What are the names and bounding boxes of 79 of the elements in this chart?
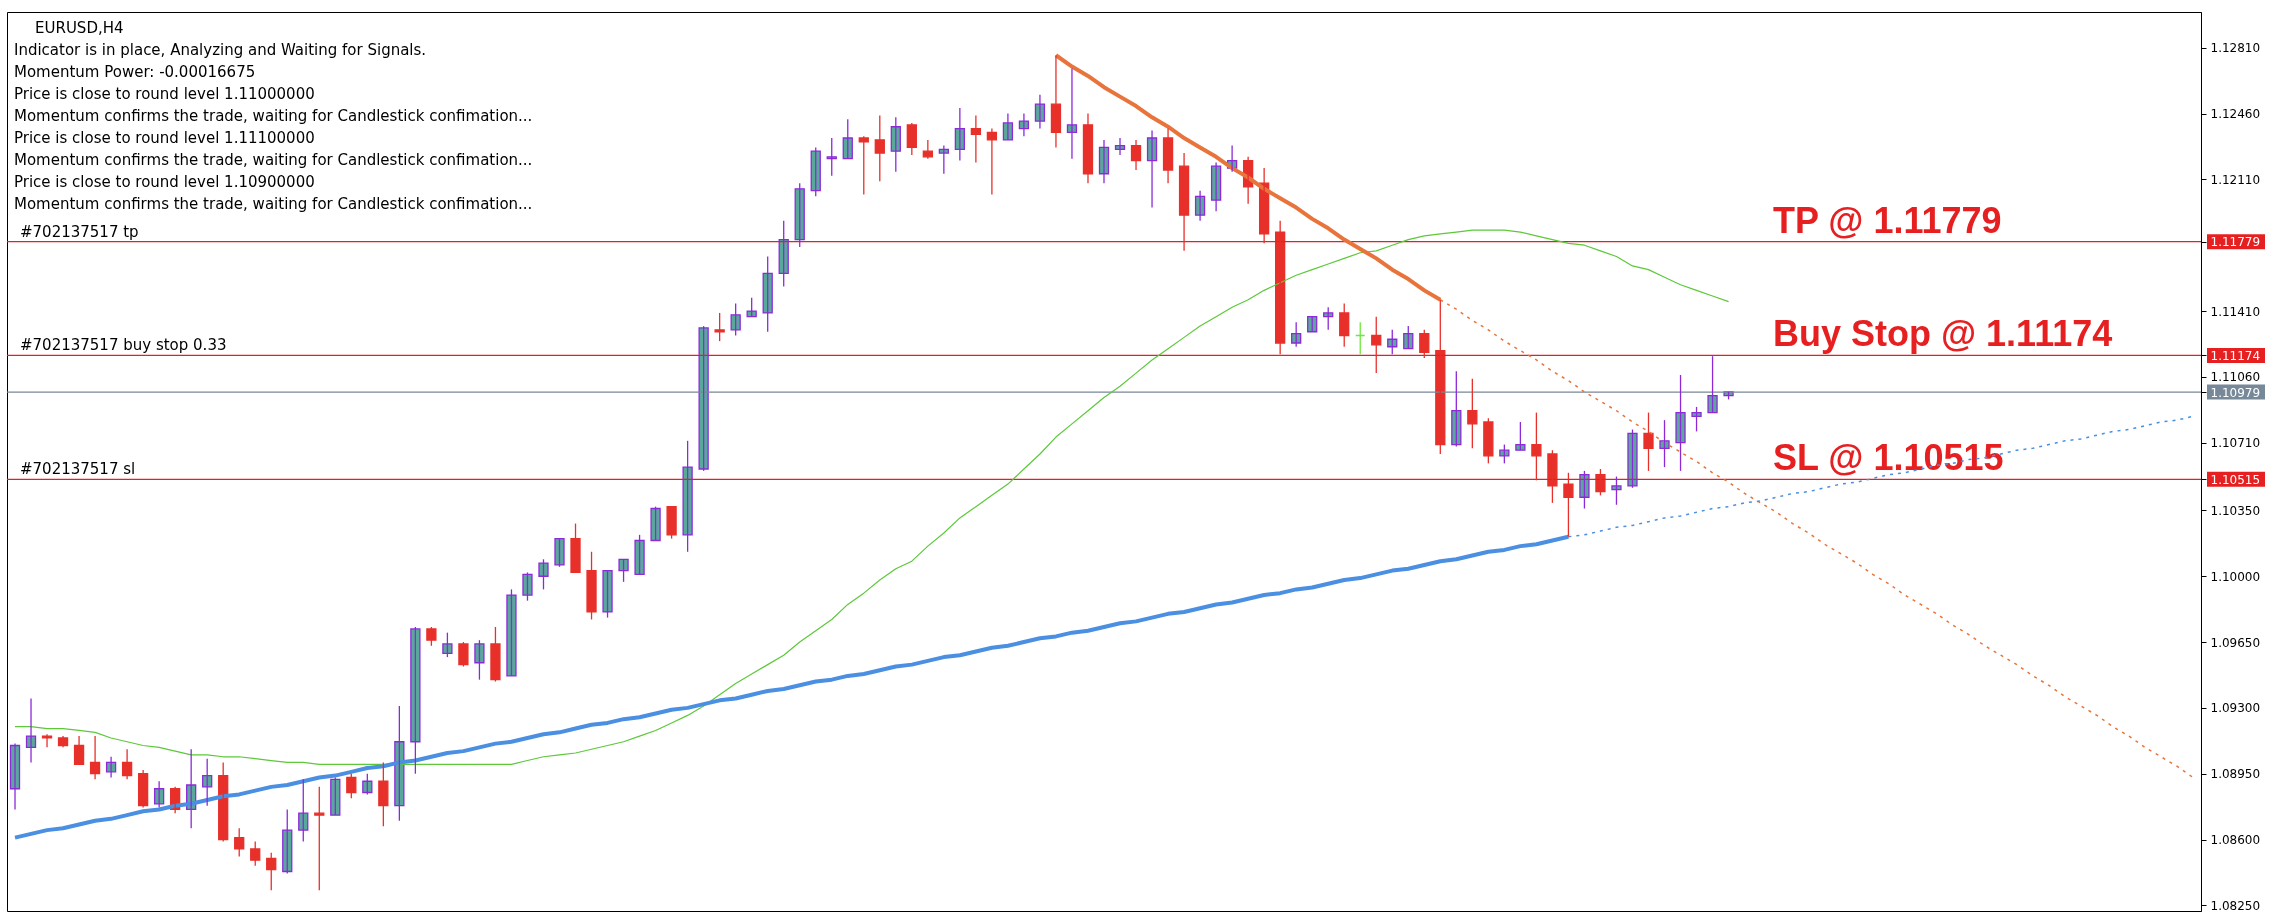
y-tick-label: 1.12460 [2210,107,2261,122]
y-tick-label: 1.10515 [2210,472,2261,487]
candlestick [506,588,517,677]
candlestick [394,705,405,822]
candlestick [250,840,261,867]
annotation: Indicator is in place, Analyzing and Waiting for Signals. [14,41,427,59]
candlestick [634,534,645,575]
annotation: Price is close to round level 1.10900000 [14,173,315,191]
candlestick [1707,355,1718,414]
candlestick [554,537,565,568]
y-tick-label: 1.10350 [2210,503,2261,518]
y-tick-label: 1.11410 [2210,304,2261,319]
candlestick [746,297,757,318]
annotation: TP @ 1.11779 [1773,199,2002,241]
candlestick [202,758,213,807]
candlestick [474,639,485,681]
annotation: Momentum Power: -0.00016675 [14,63,256,81]
candlestick [714,312,725,342]
candlestick [858,135,869,196]
annotation: SL @ 1.10515 [1773,437,2004,479]
candlestick [1643,411,1654,472]
y-tick-label: 1.09300 [2210,701,2261,716]
candlestick [1499,443,1510,465]
candlestick [1531,411,1542,481]
candlestick [1371,316,1382,374]
annotation: Momentum confirms the trade, waiting for Candlestick confimation... [14,151,533,169]
annotation: Buy Stop @ 1.11174 [1773,313,2113,355]
y-tick-label: 1.10710 [2210,436,2261,451]
candlestick [618,558,629,583]
y-tick-label: 1.09650 [2210,635,2261,650]
candlestick [1627,428,1638,489]
ref-line-label: #702137517 tp [20,222,139,241]
candlestick [490,626,501,683]
candlestick [442,632,453,658]
candlestick [1675,374,1686,472]
candlestick [666,505,677,540]
annotation: Price is close to round level 1.11100000 [14,129,315,147]
candlestick [426,626,437,647]
y-tick-label: 1.10000 [2210,569,2261,584]
y-tick-label: 1.08250 [2210,898,2261,913]
y-tick-label: 1.11060 [2210,370,2261,385]
candlestick [602,569,613,619]
annotation: Price is close to round level 1.11000000 [14,85,315,103]
text: EURUSD,H4 [35,19,124,37]
candlestick [586,551,597,621]
candlestick [538,558,549,591]
candlestick [234,827,245,858]
y-tick-label: 1.12810 [2210,41,2261,56]
annotation: Momentum confirms the trade, waiting for Candlestick confimation... [14,107,533,125]
candlestick [41,733,53,749]
y-tick-label: 1.12110 [2210,172,2261,187]
candlestick [1291,321,1302,348]
candlestick [1467,378,1478,449]
candlestick [698,325,709,472]
candlestick [1659,419,1670,468]
ref-line-label: #702137517 buy stop 0.33 [20,336,227,355]
y-tick-label: 1.08950 [2210,767,2261,782]
candlestick [1515,421,1526,451]
candlestick [410,626,421,775]
candlestick [522,571,533,602]
ref-line-label: #702137517 sl [20,460,136,479]
candlestick [1323,306,1334,331]
y-tick-label: 1.08600 [2210,833,2261,848]
candlestick [650,505,661,542]
candlestick [1579,470,1590,510]
candlestick [570,522,581,574]
candlestick [1547,449,1558,504]
candlestick [1611,475,1622,506]
candlestick [1595,468,1606,496]
candlestick [458,641,469,668]
candlestick [682,440,693,553]
y-tick-label: 1.11779 [2210,235,2261,250]
candlestick [1691,406,1702,433]
y-tick-label: 1.10979 [2210,385,2261,400]
annotation: Momentum confirms the trade, waiting for Candlestick confimation... [14,195,533,213]
candlestick [1563,472,1574,538]
candlestick [1483,417,1494,465]
candlestick [874,114,885,182]
y-tick-label: 1.11174 [2210,348,2261,363]
